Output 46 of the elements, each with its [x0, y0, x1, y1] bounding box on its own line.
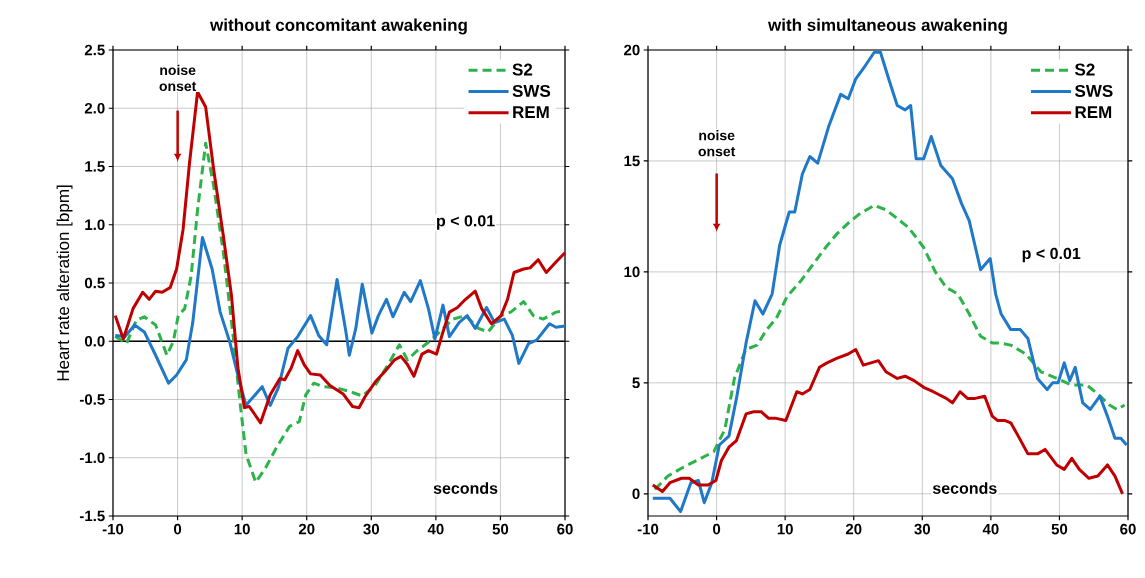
- x-tick-label: 50: [492, 523, 509, 535]
- x-tick-label: 40: [427, 523, 444, 535]
- y-tick-label: 10: [624, 266, 640, 278]
- x-tick-label: 0: [713, 523, 721, 535]
- line-series: [651, 50, 1129, 514]
- x-tick-label: 50: [1051, 523, 1068, 535]
- x-tick-label: 20: [298, 523, 315, 535]
- x-tick-label: 60: [1120, 523, 1136, 535]
- annotation: noise onset: [698, 130, 736, 157]
- y-axis-title: Heart rate alteration [bpm]: [56, 185, 73, 381]
- y-tick-label: 0.5: [84, 277, 105, 289]
- x-tick-label: -10: [102, 523, 124, 535]
- annotation: noise onset: [159, 64, 197, 92]
- legend-label: S2: [1074, 63, 1095, 76]
- chart-title: without concomitant awakening: [210, 18, 467, 35]
- x-tick-label: 60: [557, 523, 573, 535]
- y-tick-label: -1.5: [79, 510, 105, 522]
- y-tick-label: 1.5: [85, 161, 105, 172]
- y-tick-label: 2.5: [84, 44, 105, 56]
- x-tick-label: 30: [914, 523, 931, 535]
- annotation: p < 0.01: [1022, 247, 1081, 263]
- chart-title: with simultaneous awakening: [767, 18, 1007, 35]
- x-tick-label: 0: [174, 523, 182, 535]
- legend-label: REM: [513, 106, 549, 118]
- y-tick-label: -0.5: [79, 394, 105, 405]
- x-tick-label: 30: [363, 523, 379, 535]
- y-tick-label: -1.0: [79, 452, 105, 464]
- y-tick-label: 0.0: [84, 335, 105, 347]
- y-tick-label: 0: [632, 488, 640, 500]
- annotation: seconds: [433, 482, 498, 494]
- x-tick-label: 40: [982, 523, 999, 535]
- x-tick-label: 10: [777, 523, 793, 535]
- y-tick-label: 15: [624, 155, 640, 167]
- annotation: p < 0.01: [437, 215, 495, 230]
- y-tick-label: 2.0: [84, 102, 105, 114]
- y-tick-label: 5: [632, 377, 640, 389]
- y-tick-label: 1.0: [85, 219, 105, 231]
- legend-label: SWS: [1074, 84, 1113, 97]
- annotation: seconds: [932, 482, 997, 494]
- legend-label: REM: [1075, 106, 1112, 118]
- x-tick-label: -10: [637, 523, 659, 535]
- legend-label: SWS: [512, 84, 551, 97]
- x-tick-label: 20: [845, 523, 862, 535]
- y-tick-label: 20: [624, 44, 640, 56]
- legend-label: S2: [512, 63, 533, 76]
- x-tick-label: 10: [234, 523, 250, 535]
